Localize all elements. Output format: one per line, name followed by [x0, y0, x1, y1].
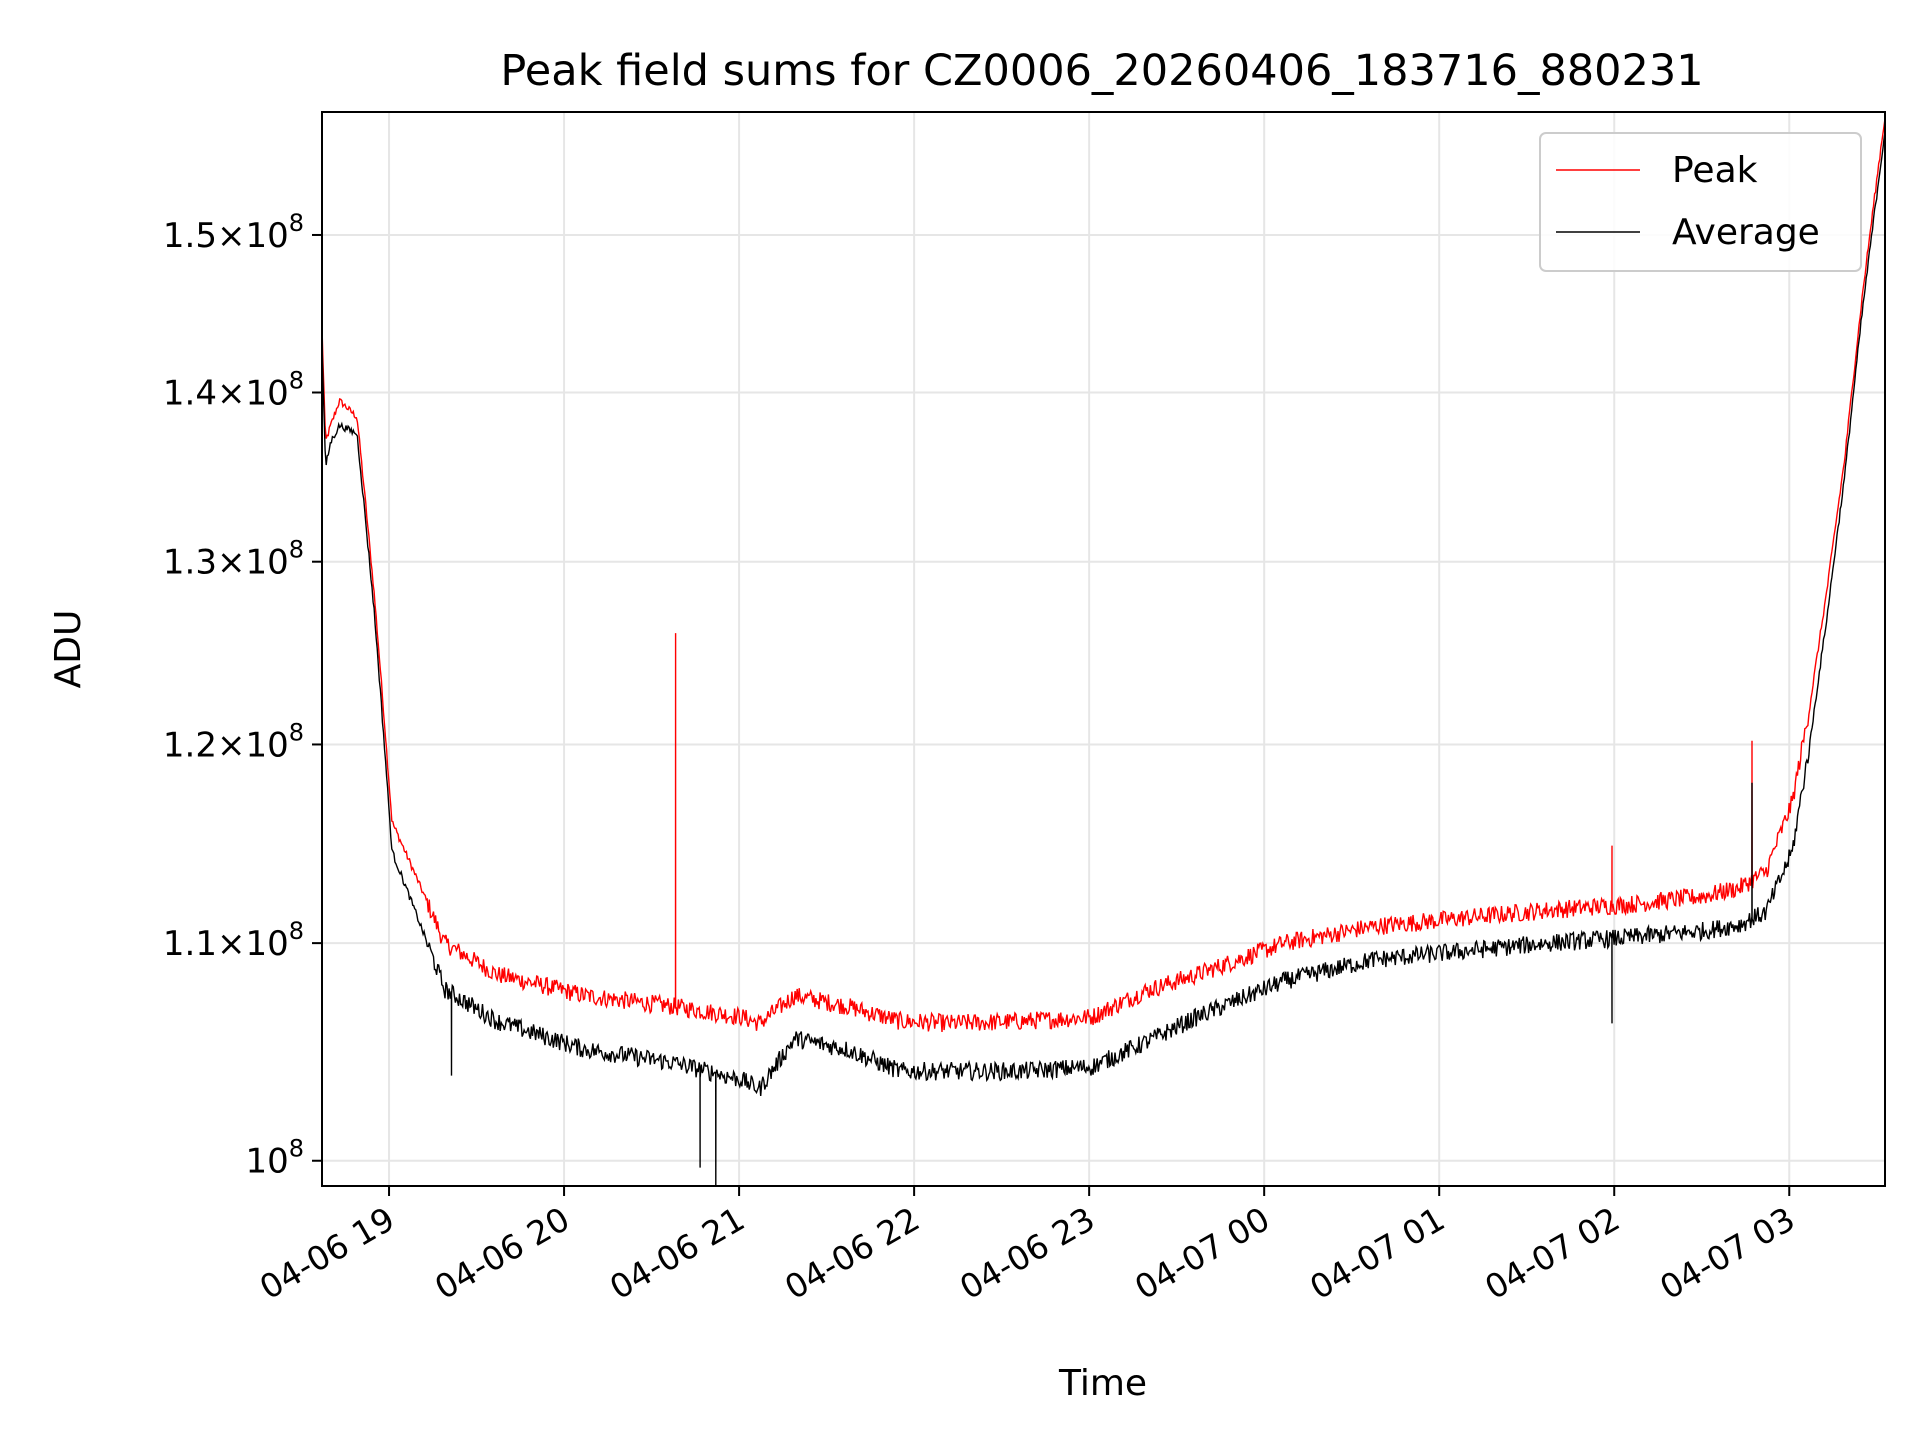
- y-tick-label: 1.4×108: [163, 366, 304, 413]
- y-tick-exponent: 8: [289, 1135, 304, 1163]
- chart-title: Peak field sums for CZ0006_20260406_1837…: [500, 46, 1703, 96]
- y-tick-base: 10: [245, 1142, 288, 1182]
- x-axis-label: Time: [1058, 1363, 1147, 1404]
- y-tick-label: 1.3×108: [163, 536, 304, 583]
- legend-label-average: Average: [1672, 212, 1820, 253]
- y-tick-label: 108: [245, 1135, 304, 1182]
- y-tick-base: 1.5×10: [163, 216, 289, 256]
- y-tick-label: 1.5×108: [163, 209, 304, 256]
- grid-lines: [322, 112, 1885, 1186]
- legend: Peak Average: [1539, 132, 1862, 272]
- y-tick-base: 1.3×10: [163, 543, 289, 583]
- y-tick-exponent: 8: [289, 917, 304, 945]
- y-tick-label: 1.1×108: [163, 917, 304, 964]
- y-axis-label: ADU: [48, 610, 89, 689]
- y-tick-exponent: 8: [289, 366, 304, 394]
- series-line-peak: [322, 118, 1885, 1032]
- axes-frame: [321, 111, 1886, 1187]
- y-tick-label: 1.2×108: [163, 718, 304, 765]
- series-layer: [322, 118, 1885, 1186]
- y-tick-exponent: 8: [289, 536, 304, 564]
- y-tick-base: 1.4×10: [163, 373, 289, 413]
- y-tick-base: 1.2×10: [163, 725, 289, 765]
- legend-label-peak: Peak: [1672, 150, 1758, 191]
- legend-box: [1539, 132, 1862, 272]
- y-tick-base: 1.1×10: [163, 924, 289, 964]
- y-tick-exponent: 8: [289, 209, 304, 237]
- series-line-average: [322, 132, 1885, 1186]
- y-tick-exponent: 8: [289, 718, 304, 746]
